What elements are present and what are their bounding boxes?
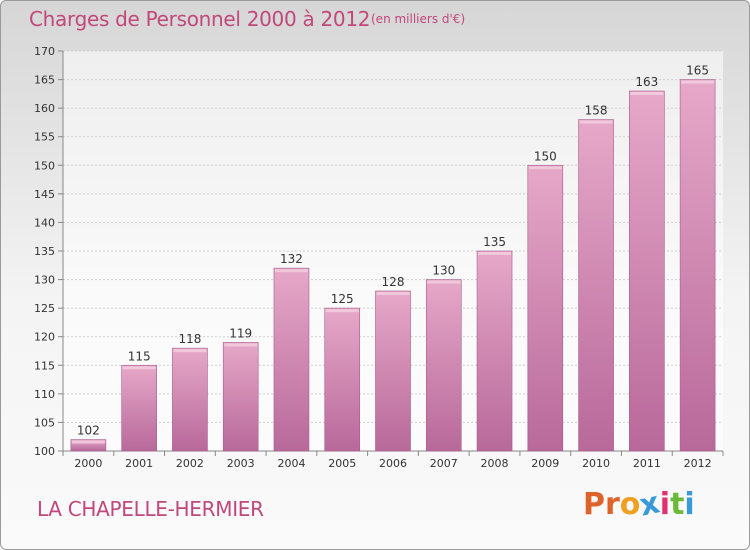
x-tick-label: 2007: [430, 457, 458, 470]
value-label: 130: [432, 264, 455, 278]
y-tick-label: 135: [34, 245, 55, 258]
y-tick-label: 120: [34, 331, 55, 344]
value-label: 118: [178, 332, 201, 346]
value-label: 135: [483, 235, 506, 249]
bar-2001: [121, 364, 157, 452]
bar-highlight: [173, 349, 207, 353]
unit-note: (en milliers d'€): [371, 12, 466, 26]
value-label: 128: [382, 275, 405, 289]
bar-2008: [476, 250, 513, 452]
logo-letter: o: [619, 487, 641, 522]
y-tick-label: 105: [34, 416, 55, 429]
logo-letter: i: [684, 487, 695, 522]
bar-highlight: [630, 92, 664, 95]
bar-highlight: [427, 280, 461, 284]
x-tick-label: 2006: [379, 457, 407, 470]
bar-2000: [70, 439, 107, 452]
value-label: 150: [534, 149, 557, 163]
value-label: 158: [585, 104, 608, 118]
logo-letter: P: [583, 487, 605, 522]
y-tick-label: 170: [34, 45, 55, 58]
logo-letter: r: [605, 487, 620, 522]
bar-highlight: [122, 366, 156, 370]
y-tick-label: 145: [34, 188, 55, 201]
value-label: 125: [331, 292, 354, 306]
value-label: 102: [77, 424, 100, 438]
logo-letter: t: [670, 487, 685, 522]
bar-2003: [222, 342, 259, 452]
bar-2011: [629, 90, 665, 452]
bar-2012: [679, 79, 716, 452]
logo-letter: i: [659, 487, 671, 522]
bar-highlight: [71, 440, 105, 444]
value-label: 115: [128, 349, 151, 363]
bar-2004: [273, 267, 310, 452]
y-tick-label: 160: [34, 102, 55, 115]
bar-highlight: [274, 269, 308, 273]
bar-highlight: [224, 343, 258, 347]
y-tick-label: 155: [34, 131, 55, 144]
x-tick-label: 2008: [481, 457, 509, 470]
bar-2009: [527, 164, 564, 452]
x-tick-label: 2001: [125, 457, 153, 470]
x-tick-label: 2005: [328, 457, 356, 470]
y-tick-label: 125: [34, 302, 55, 315]
y-tick-label: 165: [34, 74, 55, 87]
x-tick-label: 2011: [633, 457, 661, 470]
y-tick-label: 110: [34, 388, 55, 401]
x-tick-label: 2009: [531, 457, 559, 470]
bar-highlight: [528, 166, 562, 170]
value-label: 132: [280, 252, 303, 266]
bar-2007: [425, 279, 462, 452]
x-tick-label: 2004: [277, 457, 305, 470]
value-label: 163: [635, 75, 658, 89]
bar-highlight: [681, 80, 715, 84]
x-tick-label: 2003: [227, 457, 255, 470]
bar-highlight: [376, 292, 410, 295]
y-tick-label: 130: [34, 274, 55, 287]
x-tick-label: 2010: [582, 457, 610, 470]
x-tick-label: 2012: [684, 457, 712, 470]
chart-title: Charges de Personnel 2000 à 2012: [29, 7, 371, 31]
y-tick-label: 115: [34, 359, 55, 372]
town-name: LA CHAPELLE-HERMIER: [37, 497, 264, 521]
bar-2006: [375, 290, 411, 452]
x-tick-label: 2002: [176, 457, 204, 470]
value-label: 119: [229, 326, 252, 340]
bar-highlight: [579, 120, 613, 124]
y-tick-label: 140: [34, 216, 55, 229]
bar-2002: [172, 347, 208, 452]
x-tick-label: 2000: [74, 457, 102, 470]
bar-2005: [324, 307, 361, 452]
y-tick-label: 100: [34, 445, 55, 458]
bar-highlight: [325, 309, 359, 313]
y-tick-label: 150: [34, 159, 55, 172]
proxiti-logo: Proxiti: [583, 485, 695, 523]
bar-highlight: [478, 252, 512, 255]
bar-2010: [578, 119, 614, 452]
value-label: 165: [686, 64, 709, 78]
